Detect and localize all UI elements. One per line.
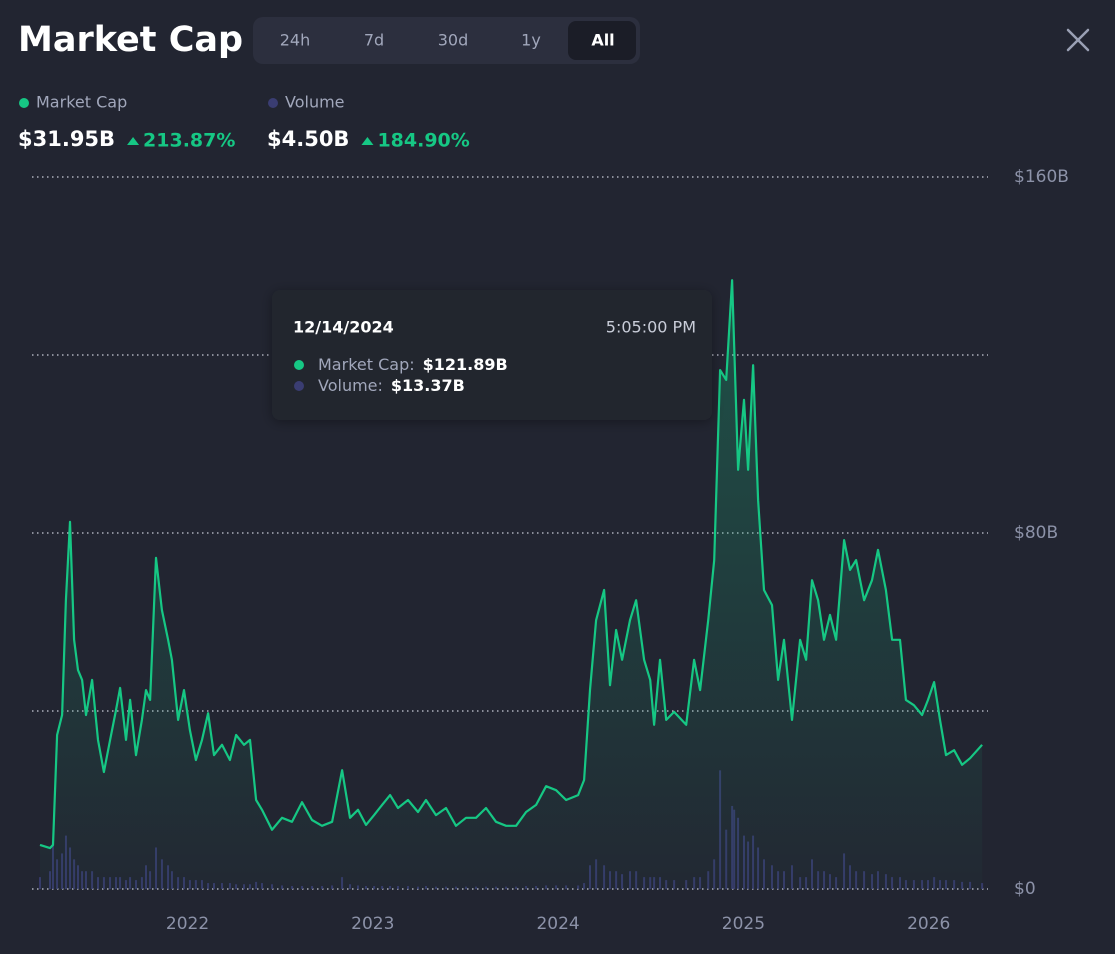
stat-value: $4.50B xyxy=(267,127,349,151)
y-tick-label: $80B xyxy=(1014,523,1058,543)
timeframe-label: 24h xyxy=(280,31,311,50)
tooltip-box xyxy=(272,290,712,420)
close-icon xyxy=(1066,28,1090,52)
stat-change: 184.90% xyxy=(377,130,469,152)
tooltip-time: 5:05:00 PM xyxy=(606,318,696,337)
timeframe-button[interactable]: All xyxy=(568,21,636,60)
tooltip-date: 12/14/2024 xyxy=(293,318,394,337)
x-tick-label: 2024 xyxy=(536,914,579,934)
stat-change: 213.87% xyxy=(143,130,235,152)
y-tick-label: $0 xyxy=(1014,879,1036,899)
timeframe-button[interactable]: 30d xyxy=(438,31,469,50)
area-fill xyxy=(40,280,983,889)
timeframe-button[interactable]: 7d xyxy=(364,31,384,50)
legend-label: Market Cap xyxy=(36,93,127,112)
legend: Market Cap $31.95B 213.87% Volume $4.50B 184.… xyxy=(18,93,470,152)
timeframe-button[interactable]: 24h xyxy=(280,31,311,50)
timeframe-buttons: 24h 7d 30d 1y All xyxy=(280,21,636,60)
timeframe-label: 7d xyxy=(364,31,384,50)
x-tick-label: 2023 xyxy=(351,914,394,934)
tooltip-value: $121.89B xyxy=(423,355,508,374)
tooltip-row: Volume: $13.37B xyxy=(318,376,465,395)
timeframe-label: All xyxy=(591,31,614,50)
tooltip-rows: Market Cap: $121.89B Volume: $13.37B xyxy=(294,355,508,395)
close-button[interactable] xyxy=(1066,28,1090,52)
volume-bar xyxy=(981,883,984,889)
tooltip-row: Market Cap: $121.89B xyxy=(318,355,508,374)
tooltip-label: Volume: xyxy=(318,376,383,395)
tooltip xyxy=(272,290,712,420)
legend-swatch xyxy=(19,98,29,108)
legend-label: Volume xyxy=(285,93,345,112)
timeframe-button[interactable]: 1y xyxy=(521,31,541,50)
tooltip-swatch xyxy=(294,360,304,370)
timeframe-active xyxy=(568,21,636,60)
x-tick-label: 2022 xyxy=(166,914,209,934)
change-arrow xyxy=(361,137,374,145)
timeframe-label: 30d xyxy=(438,31,469,50)
x-tick-label: 2026 xyxy=(907,914,950,934)
title: Market Cap xyxy=(18,20,243,60)
plot: $0 $80B $160B 2022 2023 2024 2025 2026 xyxy=(32,167,1069,934)
timeframe-group xyxy=(253,17,640,64)
legend-swatch xyxy=(268,98,278,108)
x-tick-label: 2025 xyxy=(722,914,765,934)
y-tick-label: $160B xyxy=(1014,167,1069,187)
timeframe-label: 1y xyxy=(521,31,541,50)
stat-value: $31.95B xyxy=(18,127,115,151)
tooltip-value: $13.37B xyxy=(391,376,465,395)
tooltip-label: Market Cap: xyxy=(318,355,415,374)
line xyxy=(39,279,983,850)
change-arrow xyxy=(127,137,140,145)
tooltip-swatch xyxy=(294,381,304,391)
